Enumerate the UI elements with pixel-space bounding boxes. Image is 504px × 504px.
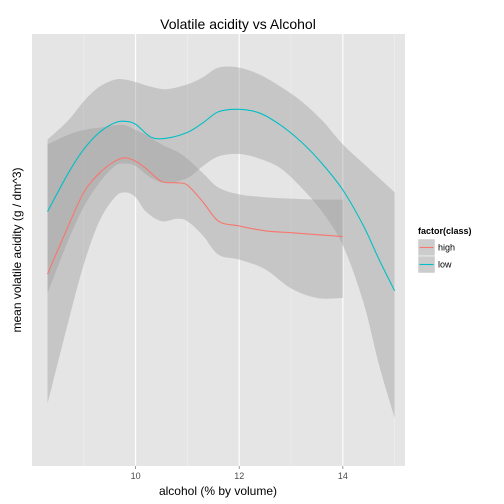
- legend: factor(class) high low: [417, 226, 472, 274]
- x-tick-label: 14: [338, 471, 348, 481]
- legend-entries: high low: [417, 238, 455, 274]
- x-axis-ticks: 10 12 14: [131, 466, 348, 481]
- series-line-low: [47, 108, 396, 292]
- confidence-band-low: [47, 66, 395, 419]
- series-lines: [47, 108, 396, 292]
- legend-title: factor(class): [418, 226, 472, 236]
- series-line-high: [47, 157, 343, 275]
- legend-label-high: high: [438, 243, 455, 253]
- x-axis-title: alcohol (% by volume): [159, 484, 277, 498]
- x-tick-label: 10: [131, 471, 141, 481]
- x-tick-label: 12: [234, 471, 244, 481]
- plot-panel: [32, 34, 405, 466]
- minor-gridlines: [83, 34, 395, 466]
- confidence-bands: [47, 66, 395, 419]
- legend-label-low: low: [438, 260, 452, 270]
- major-gridlines: [135, 34, 344, 466]
- y-axis-title: mean volatile acidity (g / dm^3): [10, 167, 24, 332]
- chart-title: Volatile acidity vs Alcohol: [160, 16, 316, 32]
- confidence-band-high: [47, 124, 343, 404]
